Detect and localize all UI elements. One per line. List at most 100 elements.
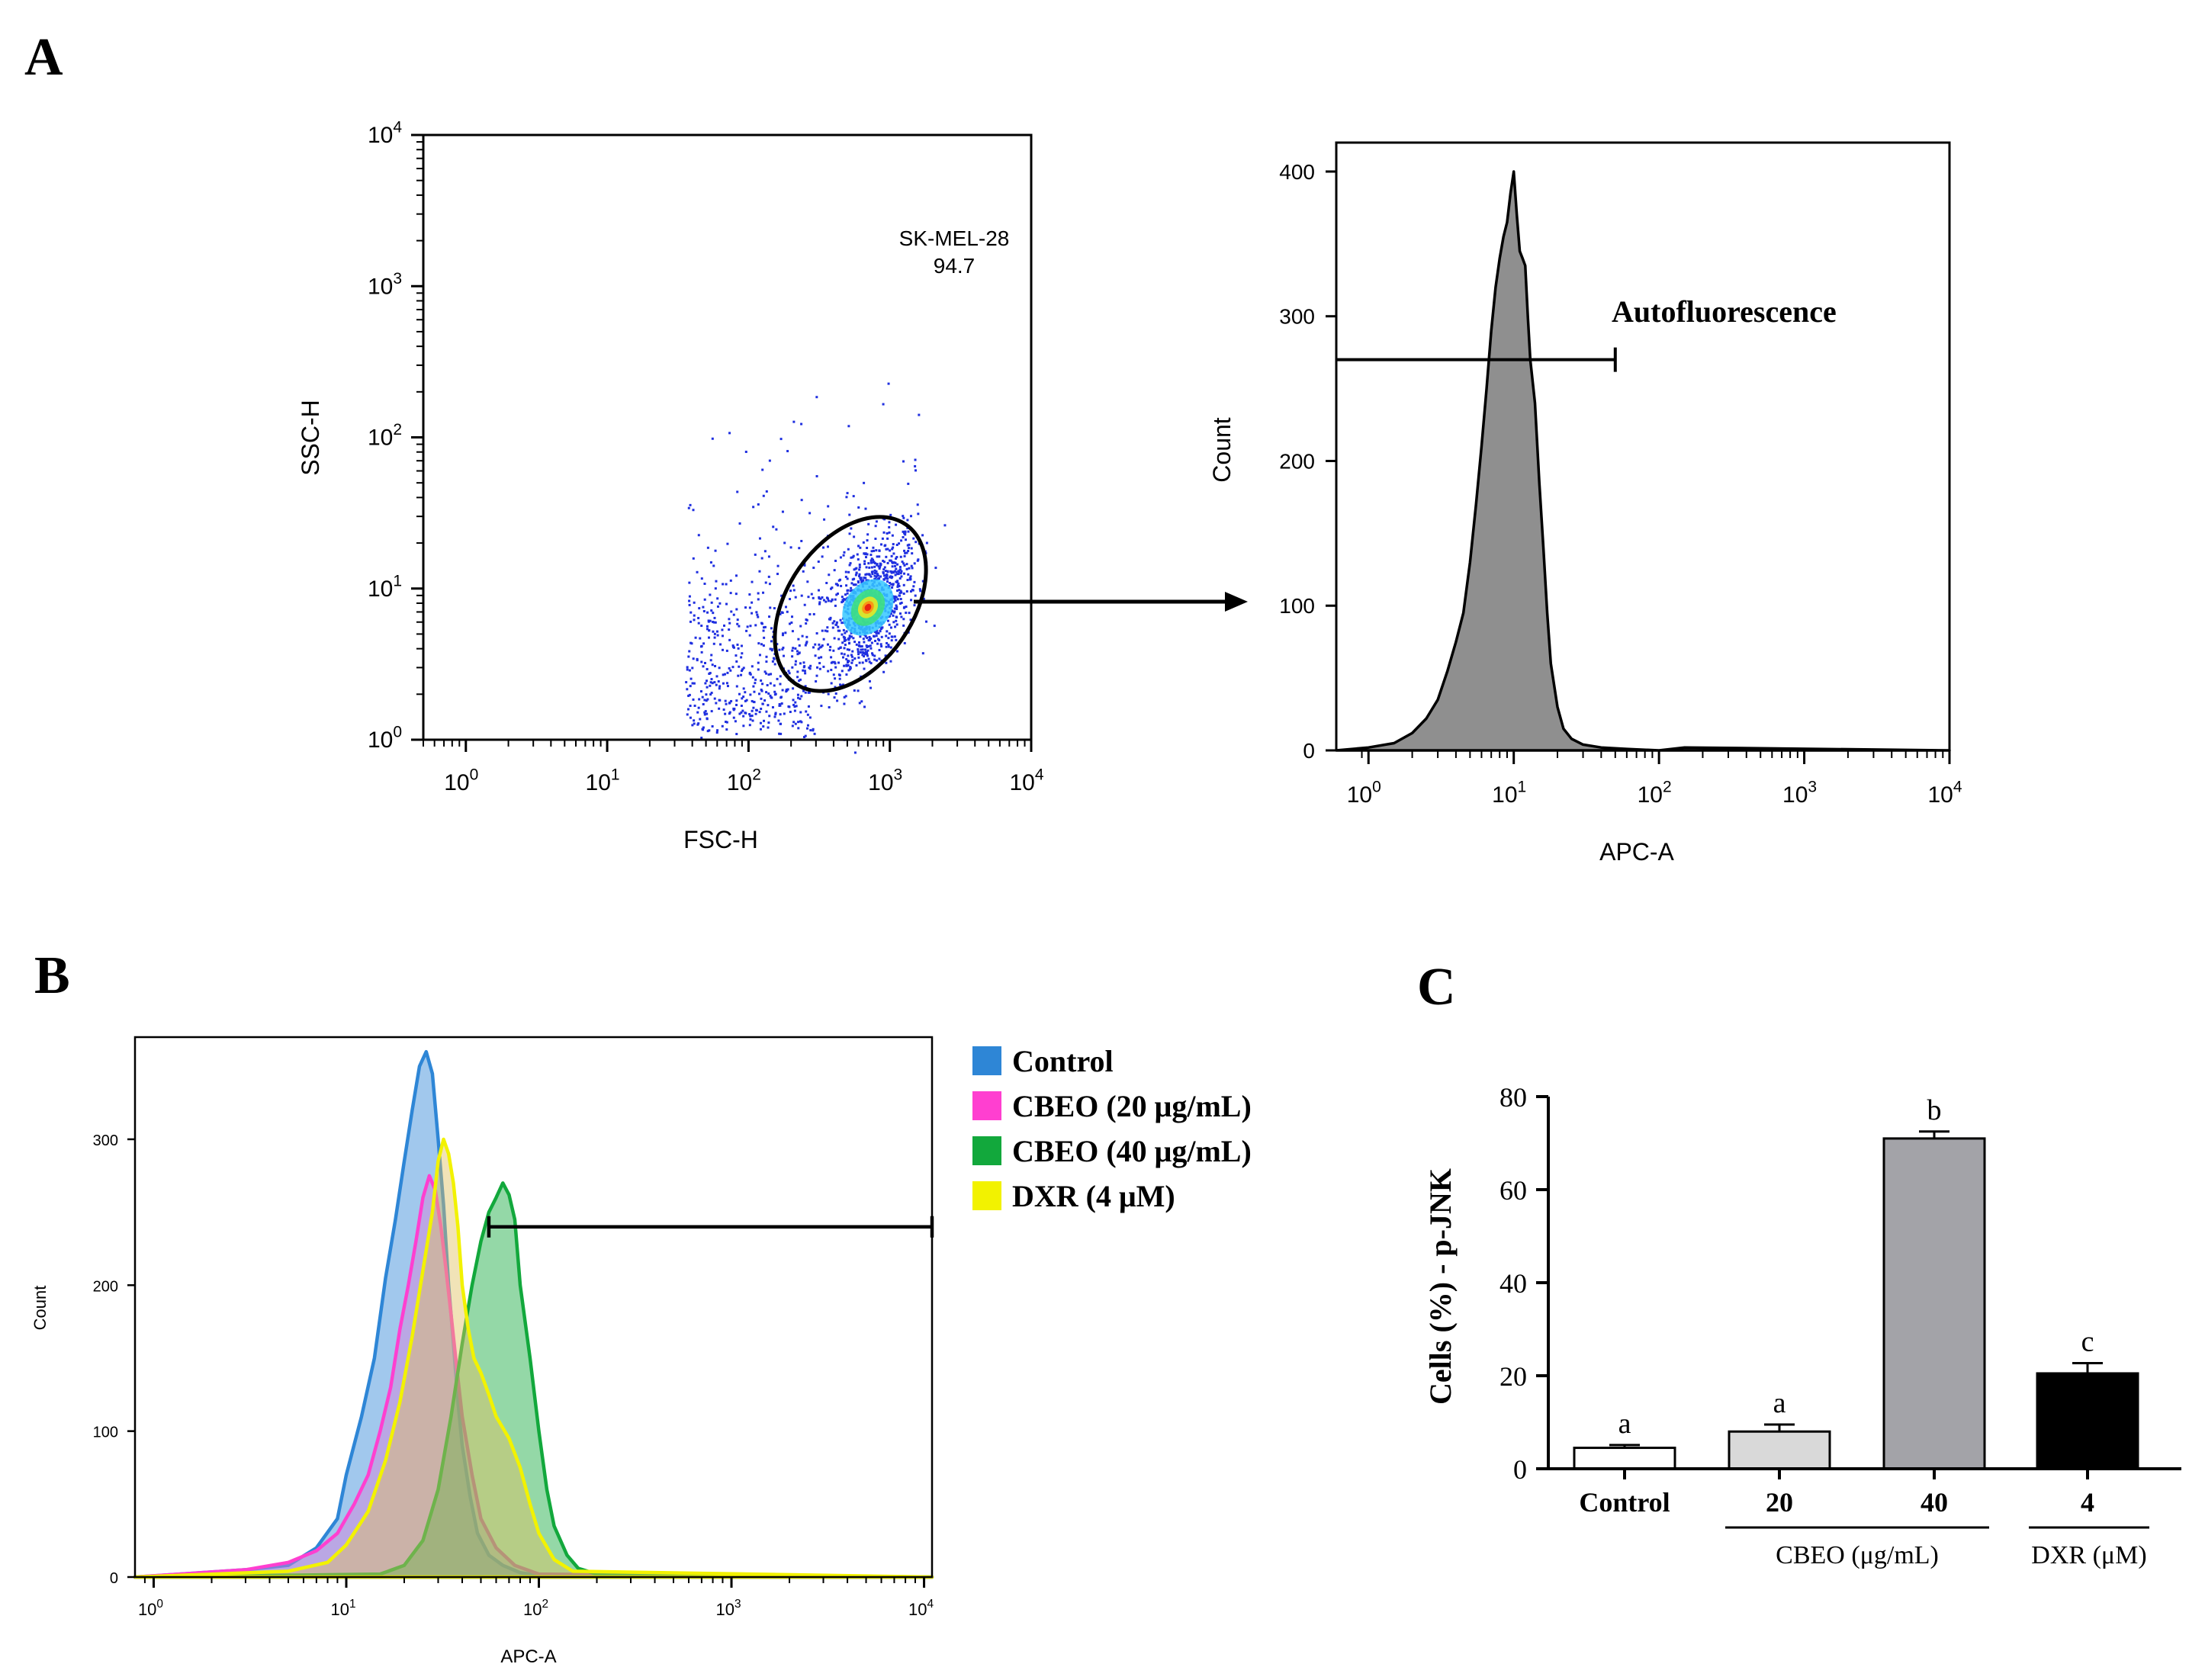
scatter-point xyxy=(688,595,691,598)
scatter-point xyxy=(866,539,869,542)
scatter-point xyxy=(713,636,716,639)
scatter-point xyxy=(817,561,820,564)
scatter-point xyxy=(710,678,713,681)
scatter-point xyxy=(815,474,818,477)
scatter-point xyxy=(729,579,732,582)
scatter-point xyxy=(864,653,867,656)
scatter-point xyxy=(736,618,739,622)
scatter-point xyxy=(892,614,895,617)
scatter-point xyxy=(902,618,905,621)
scatter-point xyxy=(814,654,817,657)
scatter-point xyxy=(843,664,846,667)
scatter-point xyxy=(692,557,695,560)
scatter-point xyxy=(792,584,795,587)
scatter-point xyxy=(749,625,752,628)
histogram-series-3 xyxy=(133,1137,934,1579)
scatter-point xyxy=(732,613,735,616)
scatter-point xyxy=(875,520,878,523)
scatter-y-tick-label-0: 100 xyxy=(368,724,402,753)
scatter-point xyxy=(784,606,787,609)
scatter-point xyxy=(689,503,692,506)
scatter-point xyxy=(899,555,902,558)
scatter-point xyxy=(781,634,784,637)
af-x-tick-label-3: 103 xyxy=(1782,779,1817,808)
scatter-point xyxy=(827,692,830,695)
scatter-point xyxy=(906,579,909,582)
scatter-point xyxy=(883,518,886,521)
scatter-point xyxy=(848,637,851,640)
scatter-point xyxy=(874,639,877,642)
scatter-point xyxy=(885,548,888,551)
scatter-point xyxy=(822,599,825,602)
scatter-point xyxy=(853,535,856,538)
scatter-point xyxy=(888,623,891,626)
scatter-point xyxy=(858,702,861,705)
scatter-point xyxy=(758,654,761,657)
scatter-point xyxy=(900,539,903,542)
scatter-point xyxy=(751,580,754,583)
scatter-point xyxy=(925,620,928,623)
scatter-point xyxy=(911,589,914,592)
scatter-point xyxy=(889,559,892,562)
scatter-point xyxy=(851,650,854,653)
scatter-point xyxy=(902,460,905,463)
scatter-x-tick-label-1: 101 xyxy=(586,766,620,796)
scatter-point xyxy=(725,721,728,724)
scatter-point xyxy=(697,616,700,619)
scatter-point xyxy=(889,570,892,573)
scatter-point xyxy=(902,535,905,538)
scatter-point xyxy=(934,567,937,570)
scatter-point xyxy=(816,666,819,669)
scatter-point xyxy=(909,575,912,578)
scatter-point xyxy=(806,713,809,716)
scatter-point xyxy=(780,695,783,699)
pjnk-histogram-gate xyxy=(487,1216,934,1238)
scatter-point xyxy=(857,544,860,548)
scatter-point xyxy=(905,589,908,593)
scatter-point xyxy=(886,641,889,644)
scatter-point xyxy=(718,667,721,670)
scatter-point xyxy=(821,596,824,599)
scatter-point xyxy=(779,683,782,686)
scatter-point xyxy=(719,643,722,646)
scatter-point xyxy=(791,666,794,669)
scatter-point xyxy=(864,507,867,510)
scatter-point xyxy=(876,629,879,632)
scatter-point xyxy=(732,716,735,719)
scatter-point xyxy=(834,598,837,601)
scatter-point xyxy=(872,558,875,561)
scatter-point xyxy=(818,643,821,646)
scatter-point xyxy=(798,679,801,683)
scatter-point xyxy=(796,650,799,653)
scatter-point xyxy=(806,580,809,583)
scatter-point xyxy=(889,646,892,649)
scatter-point xyxy=(909,577,912,580)
scatter-point xyxy=(854,573,857,577)
scatter-point xyxy=(861,654,864,657)
scatter-point xyxy=(921,534,924,537)
scatter-point xyxy=(736,622,739,625)
scatter-point xyxy=(728,702,731,705)
scatter-point xyxy=(864,634,867,638)
scatter-point xyxy=(815,396,818,399)
scatter-point xyxy=(760,688,763,691)
bar-category-0: Control xyxy=(1579,1487,1670,1518)
scatter-point xyxy=(797,721,800,724)
scatter-point xyxy=(711,663,714,667)
scatter-point xyxy=(933,625,936,628)
scatter-point xyxy=(851,578,854,581)
scatter-point xyxy=(693,614,696,617)
scatter-point xyxy=(751,715,754,718)
scatter-point xyxy=(837,579,841,582)
scatter-point xyxy=(824,600,828,603)
scatter-point xyxy=(708,629,711,632)
scatter-point xyxy=(714,549,717,552)
scatter-point xyxy=(751,612,754,615)
scatter-point xyxy=(904,533,907,536)
scatter-point xyxy=(685,681,688,684)
scatter-point xyxy=(796,670,799,673)
scatter-point xyxy=(893,610,896,613)
scatter-point xyxy=(770,640,773,643)
scatter-point xyxy=(849,589,852,593)
scatter-point xyxy=(819,597,822,600)
